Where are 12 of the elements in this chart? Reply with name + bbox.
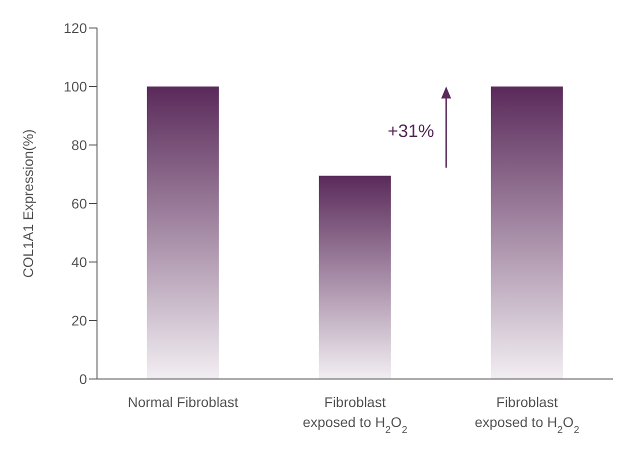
y-tick-label: 40: [71, 254, 88, 270]
y-tick-label: 100: [64, 78, 88, 94]
y-axis-title: COL1A1 Expression(%): [20, 129, 36, 278]
y-tick-label: 0: [79, 370, 88, 387]
y-tick-label: 20: [71, 312, 88, 328]
x-tick-label: Fibroblast exposed to H$_{2}$O$_{2}$: [302, 394, 408, 436]
x-tick-label: Fibroblast exposed to H$_{2}$O$_{2}$: [474, 394, 580, 436]
x-tick-label: Normal Fibroblast: [128, 394, 238, 410]
y-tick-label: 60: [71, 195, 88, 212]
y-tick-label: 80: [71, 136, 88, 153]
y-tick-label: 120: [64, 20, 88, 36]
annotation: +31%: [388, 121, 434, 142]
